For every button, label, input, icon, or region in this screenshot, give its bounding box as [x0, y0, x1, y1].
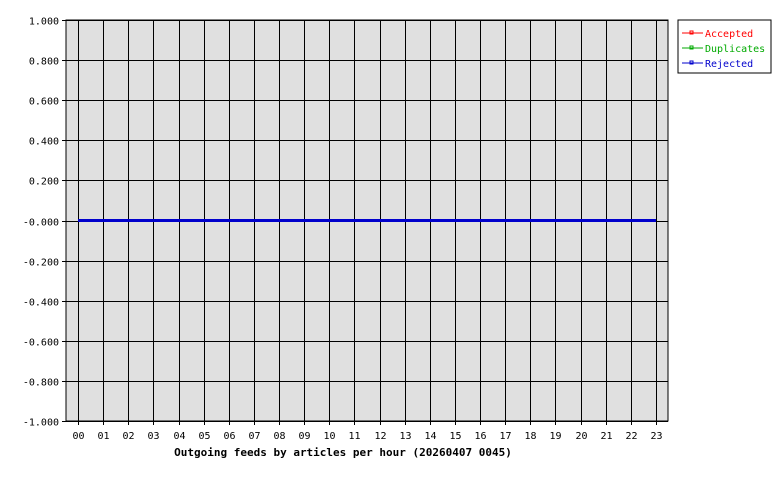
- x-tick-label: 02: [122, 431, 134, 442]
- legend-marker-icon: [689, 45, 694, 50]
- x-tick-label: 12: [374, 431, 386, 442]
- legend: Accepted Duplicates Rejected: [677, 19, 772, 74]
- x-tick-label: 23: [650, 431, 662, 442]
- y-tick-label: 0.200: [29, 177, 59, 188]
- y-tick-label: 0.600: [29, 97, 59, 108]
- y-tick-label: 0.400: [29, 137, 59, 148]
- y-tick-label: -1.000: [23, 418, 59, 429]
- y-tick-label: -0.000: [23, 218, 59, 229]
- y-tick-label: -0.600: [23, 338, 59, 349]
- x-tick-label: 13: [399, 431, 411, 442]
- x-tick-label: 05: [198, 431, 210, 442]
- legend-label: Duplicates: [705, 44, 765, 55]
- x-tick-label: 08: [273, 431, 285, 442]
- x-tick-label: 01: [97, 431, 109, 442]
- x-tick-label: 06: [223, 431, 235, 442]
- x-axis-label: Outgoing feeds by articles per hour (202…: [174, 446, 512, 459]
- x-tick-label: 07: [248, 431, 260, 442]
- legend-marker-icon: [689, 60, 694, 65]
- x-tick-label: 21: [600, 431, 612, 442]
- x-tick-label: 19: [549, 431, 561, 442]
- legend-marker-icon: [689, 30, 694, 35]
- legend-label: Accepted: [705, 29, 753, 40]
- x-tick-label: 10: [323, 431, 335, 442]
- x-tick-label: 20: [575, 431, 587, 442]
- x-tick-label: 03: [147, 431, 159, 442]
- x-tick-label: 04: [173, 431, 185, 442]
- legend-label: Rejected: [705, 59, 753, 70]
- y-axis: 1.000 0.800 0.600 0.400 0.200 -0.000 -0.200 -0.…: [23, 17, 66, 429]
- x-tick-label: 16: [474, 431, 486, 442]
- y-tick-label: -0.800: [23, 378, 59, 389]
- y-tick-label: 1.000: [29, 17, 59, 28]
- y-tick-label: -0.200: [23, 258, 59, 269]
- x-tick-label: 09: [298, 431, 310, 442]
- x-tick-label: 18: [524, 431, 536, 442]
- y-tick-label: -0.400: [23, 298, 59, 309]
- x-axis: 00 01 02 03 04 05 06 07 08 09 10 11 12 13 14 15 16 17 18 19…: [72, 421, 663, 442]
- x-tick-label: 11: [348, 431, 360, 442]
- y-tick-label: 0.800: [29, 57, 59, 68]
- x-tick-label: 22: [625, 431, 637, 442]
- x-tick-label: 14: [424, 431, 436, 442]
- x-tick-label: 15: [449, 431, 461, 442]
- x-tick-label: 00: [72, 431, 84, 442]
- x-tick-label: 17: [499, 431, 511, 442]
